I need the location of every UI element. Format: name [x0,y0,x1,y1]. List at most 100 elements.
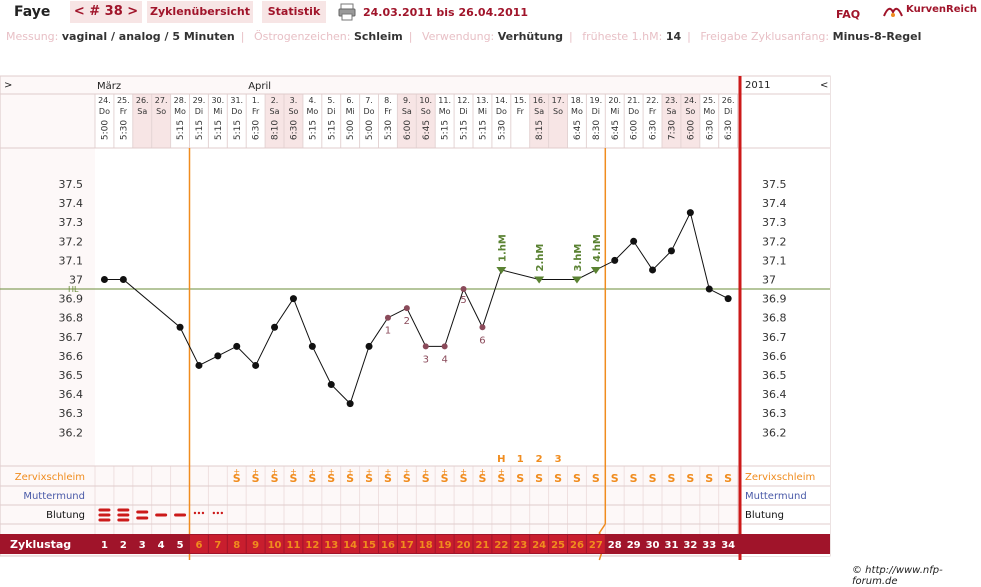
date-label: 6. [346,96,354,105]
date-label: 12. [457,96,470,105]
mucus-symbol: S [422,472,430,485]
cycle-day-number: 22 [494,540,508,551]
temperature-point [705,285,713,293]
mucus-symbol: S [592,472,600,485]
cycle-day-cell [227,535,246,553]
tab-cycle-overview[interactable]: Zyklenübersicht [147,1,253,23]
cycle-nav-tab[interactable]: < # 38 > [70,1,142,23]
time-label: 6:00 [403,120,413,140]
cycle-day-number: 20 [457,540,471,551]
user-name: Faye [14,4,51,20]
time-label: 5:00 [365,120,375,140]
cycle-day-cell [322,535,341,553]
cycle-day-cell [530,535,549,553]
brand-name[interactable]: KurvenReich [906,4,978,15]
cycle-day-cell [190,535,208,553]
mucus-symbol: S [252,472,260,485]
date-label: 25. [703,96,716,105]
y-tick-right: 37.1 [762,254,787,267]
low-measurement-point [384,314,391,321]
bleeding-mark [98,513,111,517]
printer-icon[interactable] [338,3,356,21]
time-label: 5:15 [478,120,488,140]
low-measurement-point [403,305,410,312]
time-label: 6:30 [649,120,659,140]
weekday-label: Sa [666,107,676,116]
low-measurement-point [479,324,486,331]
nav-left-arrow[interactable]: > [4,80,12,91]
temperature-point [327,381,335,389]
date-label: 14. [495,96,508,105]
date-label: 20. [608,96,621,105]
y-tick-left: 36.2 [59,426,84,439]
mucus-symbol: S [346,472,354,485]
weekday-label: Mo [174,107,186,116]
mucus-plus: + [422,467,429,476]
weekday-label: So [288,107,298,116]
y-tick-right: 36.9 [762,293,787,306]
date-label: 24. [98,96,111,105]
y-tick-left: 37.1 [59,254,84,267]
cycle-day-cell [454,535,473,553]
time-label: 6:30 [705,120,715,140]
plot-bg [95,148,738,466]
time-label: 6:30 [724,120,734,140]
y-tick-right: 37.5 [762,178,787,191]
low-number-label: 6 [479,335,485,346]
time-label: 6:30 [289,120,299,140]
date-label: 23. [665,96,678,105]
tab-statistics[interactable]: Statistik [262,1,326,23]
cycle-day-number: 6 [195,540,202,551]
weekday-label: Sa [534,107,544,116]
y-tick-left: 36.3 [59,407,84,420]
temperature-curve [104,211,729,405]
time-label: 8:10 [271,120,281,140]
y-tick-left: 37.4 [59,197,84,210]
freigabe-label: Freigabe Zyklusanfang: [700,30,830,43]
weekday-label: Di [195,107,203,116]
date-label: 19. [589,96,602,105]
y-tick-left: 37.5 [59,178,84,191]
y-tick-right: 36.3 [762,407,787,420]
y-tick-right: 37 [762,274,776,287]
cycle-day-number: 12 [305,540,319,551]
date-label: 15. [514,96,527,105]
faq-link[interactable]: FAQ [836,8,861,21]
temperature-point [649,266,657,274]
cervix-row-label: Muttermund [23,491,85,502]
y-tick-left: 36.4 [59,388,84,401]
weekday-label: Di [592,107,600,116]
date-label: 11. [438,96,451,105]
weekend-column [397,94,417,148]
weekday-label: Mi [478,107,487,116]
low-number-label: 5 [460,295,466,306]
weekday-label: So [156,107,166,116]
weekday-label: Mo [306,107,318,116]
temperature-point [724,295,732,303]
cycle-day-cell [360,535,378,553]
bleeding-mark [155,513,168,517]
weekend-column [151,94,171,148]
mucus-plus: + [233,467,240,476]
temperature-point [100,276,108,283]
weekend-column [265,94,284,148]
y-tick-left: 36.8 [59,312,84,325]
y-tick-right: 36.6 [762,350,787,363]
cycle-day-cell [397,535,416,553]
nav-right-arrow[interactable]: < [820,80,828,91]
time-label: 5:30 [384,120,394,140]
cycle-day-cell [303,535,322,553]
weekday-label: Di [459,107,467,116]
cycle-day-number: 1 [101,540,108,551]
mucus-symbol: S [630,472,638,485]
top-bar: Faye < # 38 > Zyklenübersicht Statistik … [0,0,981,26]
cycle-day-number: 33 [702,540,716,551]
temperature-point [176,323,184,331]
mucus-plus: + [347,467,354,476]
bleeding-mark [136,516,149,520]
high-measurement-marker [534,276,545,284]
date-label: 21. [627,96,640,105]
y-tick-right: 36.8 [762,312,787,325]
time-label: 5:00 [100,120,110,140]
cycle-day-number: 10 [268,540,282,551]
